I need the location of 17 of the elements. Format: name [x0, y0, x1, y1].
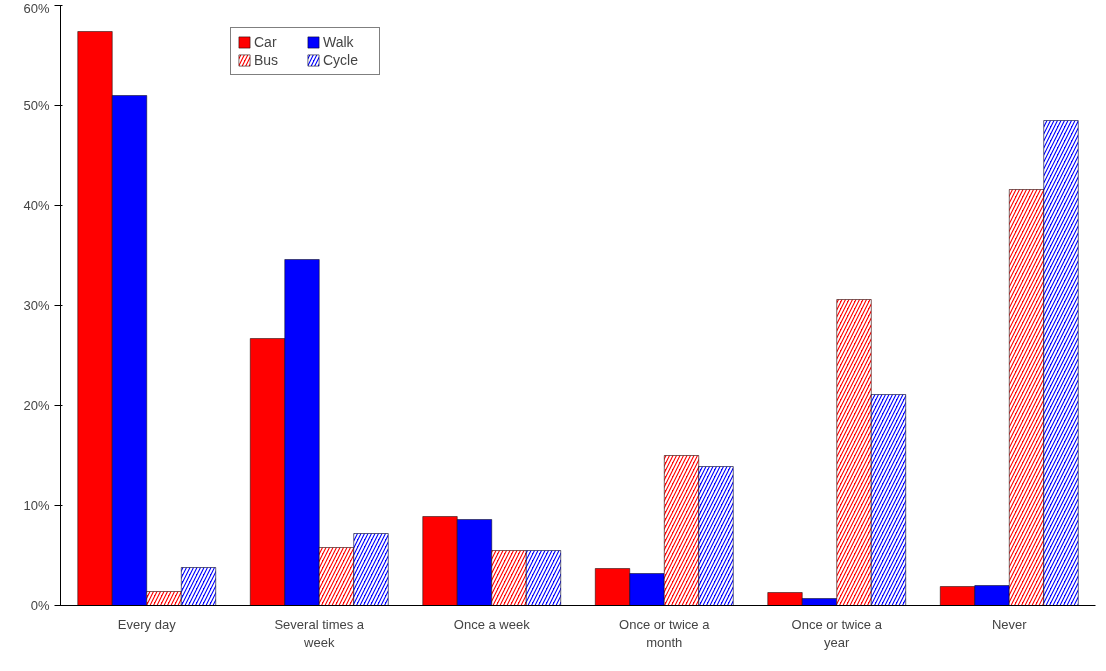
x-tick-label: Never: [991, 616, 1028, 632]
y-tick-label: 10%: [23, 498, 50, 513]
x-tick-label: Every day: [117, 616, 177, 632]
y-tick-label: 0%: [30, 598, 50, 613]
y-tick-label: 30%: [23, 298, 50, 313]
x-tick-label: Once a week: [453, 616, 531, 632]
y-tick-label: 50%: [23, 98, 50, 113]
x-tick-label: Several times a week: [274, 616, 365, 650]
y-tick-label: 60%: [23, 0, 50, 16]
y-tick-label: 40%: [23, 198, 50, 213]
x-tick-label: Once or twice a month: [619, 616, 711, 650]
legend-label: Walk: [323, 34, 355, 50]
x-tick-label: Once or twice a year: [791, 616, 883, 650]
legend-label: Bus: [254, 52, 280, 68]
legend-label: Car: [254, 34, 278, 50]
legend-label: Cycle: [323, 52, 359, 68]
y-tick-label: 20%: [23, 398, 50, 413]
